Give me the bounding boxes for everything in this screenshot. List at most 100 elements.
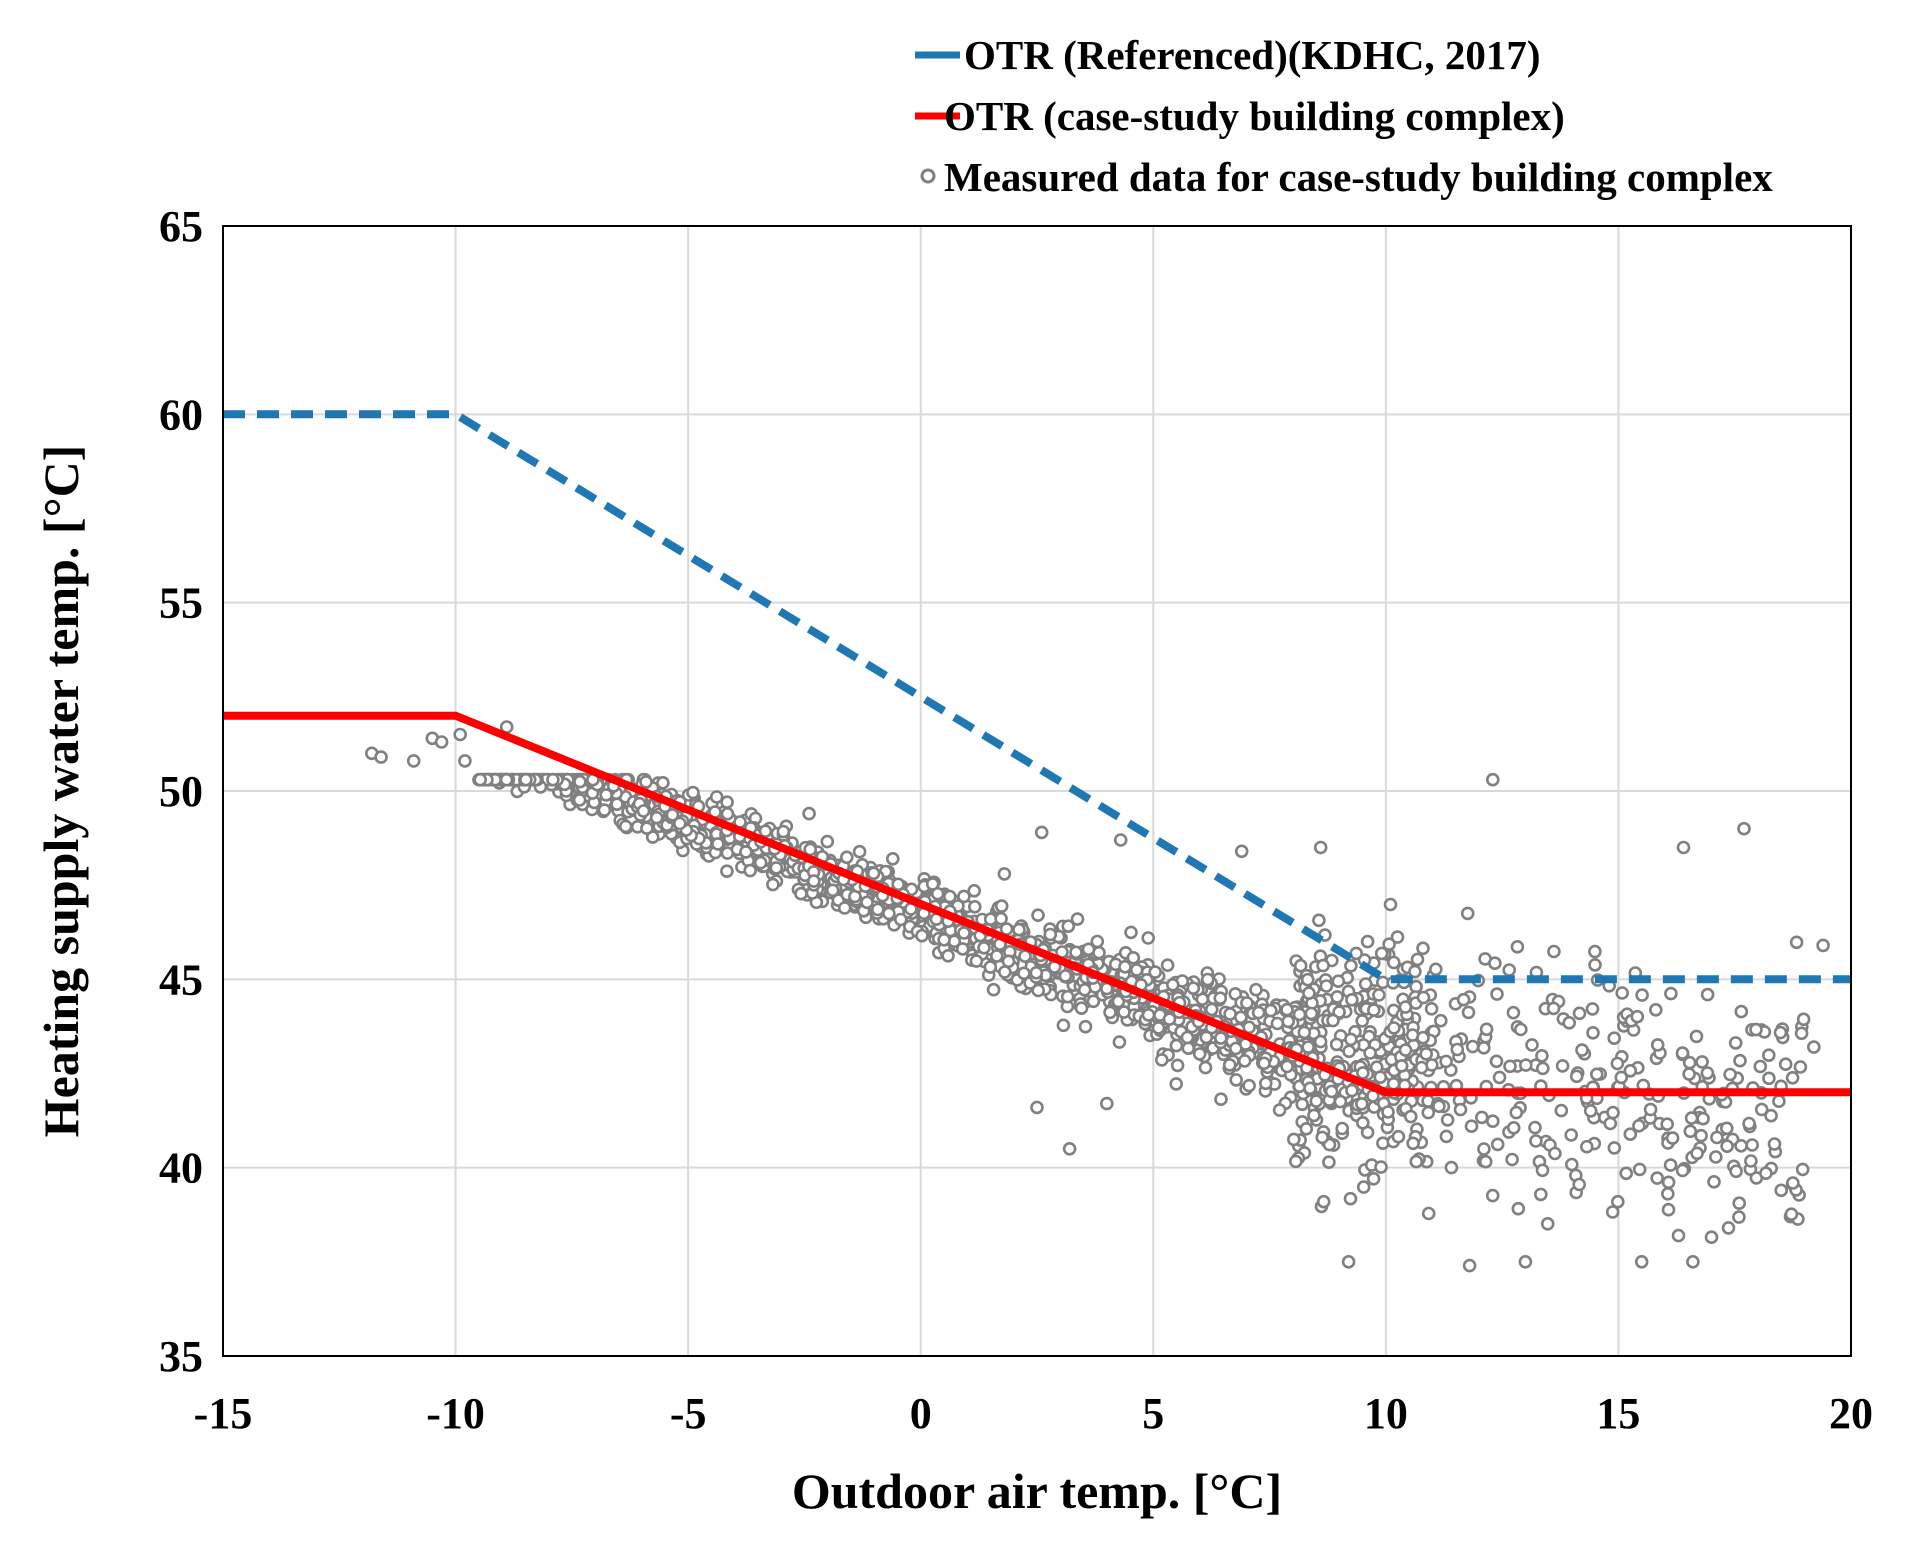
measured-point xyxy=(1440,1113,1455,1127)
x-tick-label: 10 xyxy=(1364,1389,1408,1438)
measured-point xyxy=(893,912,908,927)
measured-point xyxy=(1450,1042,1465,1057)
measured-point xyxy=(882,906,896,921)
measured-point xyxy=(1754,1102,1769,1117)
measured-point xyxy=(1632,1119,1646,1133)
measured-point xyxy=(1661,1202,1676,1217)
measured-point xyxy=(1503,1059,1517,1074)
measured-point xyxy=(1505,1152,1519,1167)
measured-point xyxy=(1382,937,1396,952)
measured-point xyxy=(1477,1142,1491,1156)
measured-point xyxy=(1141,1008,1156,1022)
measured-point xyxy=(1030,1100,1044,1115)
measured-point xyxy=(1614,1070,1629,1085)
measured-point xyxy=(885,851,900,866)
measured-point xyxy=(434,735,449,749)
measured-point xyxy=(1416,990,1431,1005)
measured-point xyxy=(870,902,885,917)
measured-point xyxy=(1744,1154,1758,1168)
measured-point xyxy=(1506,1121,1521,1135)
measured-point xyxy=(1372,988,1386,1002)
measured-point xyxy=(1690,1146,1704,1161)
measured-point xyxy=(1784,1207,1799,1221)
measured-point xyxy=(1281,1014,1295,1029)
measured-point xyxy=(942,889,957,904)
measured-point xyxy=(1229,1041,1243,1056)
measured-point xyxy=(1588,944,1602,959)
measured-point xyxy=(1381,1105,1395,1119)
measured-point xyxy=(937,932,951,947)
measured-point xyxy=(1112,1035,1127,1049)
measured-point xyxy=(1293,958,1308,973)
measured-point xyxy=(1322,1155,1336,1169)
measured-point xyxy=(1664,986,1678,1001)
measured-point xyxy=(1742,1116,1756,1131)
measured-point xyxy=(1676,840,1691,855)
measured-point xyxy=(1060,989,1075,1004)
measured-point xyxy=(1700,1066,1715,1080)
measured-point xyxy=(406,754,421,768)
measured-point xyxy=(957,889,971,904)
measured-point xyxy=(1344,1032,1358,1047)
x-tick-label: -10 xyxy=(426,1389,485,1438)
measured-point xyxy=(597,803,612,817)
measured-point xyxy=(1313,840,1328,855)
measured-point xyxy=(1623,1064,1638,1078)
measured-point xyxy=(1391,1129,1406,1144)
measured-point xyxy=(977,940,991,955)
measured-point xyxy=(1615,986,1629,1000)
measured-point xyxy=(1416,1030,1430,1045)
measured-point xyxy=(374,750,388,764)
measured-point xyxy=(1585,1002,1600,1016)
measured-point xyxy=(1204,1002,1219,1017)
measured-point xyxy=(1439,1129,1454,1144)
measured-point xyxy=(1349,946,1363,961)
otr-case-study-line xyxy=(223,711,1851,1097)
measured-point xyxy=(1689,1029,1704,1044)
measured-point xyxy=(1733,1053,1747,1068)
measured-point xyxy=(1795,1162,1810,1177)
measured-point xyxy=(1586,1026,1600,1040)
measured-point xyxy=(1502,963,1516,977)
measured-point xyxy=(766,877,780,892)
x-tick-label: 0 xyxy=(910,1389,932,1438)
measured-point xyxy=(1074,1001,1089,1016)
measured-point xyxy=(1151,1021,1166,1035)
measured-point xyxy=(1786,1176,1800,1190)
measured-point xyxy=(1404,1109,1418,1124)
measured-point xyxy=(1700,987,1715,1002)
measured-point xyxy=(1807,1040,1821,1054)
measured-point xyxy=(1409,1154,1424,1169)
measured-point xyxy=(458,754,472,768)
measured-point xyxy=(986,982,1001,997)
measured-point xyxy=(1103,1005,1117,1020)
measured-point xyxy=(1490,987,1504,1001)
measured-point xyxy=(994,911,1008,926)
measured-point xyxy=(1635,988,1649,1002)
plot-frame xyxy=(222,225,1852,1357)
measured-point xyxy=(686,785,700,800)
measured-point xyxy=(1720,1139,1734,1153)
measured-point xyxy=(820,834,835,849)
measured-point xyxy=(1663,1158,1678,1172)
measured-point xyxy=(852,844,867,859)
measured-point xyxy=(1488,956,1502,971)
measured-point xyxy=(1583,1104,1598,1118)
measured-point xyxy=(1456,992,1471,1007)
measured-point xyxy=(1490,1137,1505,1152)
measured-point xyxy=(1509,1105,1524,1120)
measured-point xyxy=(1356,1180,1371,1194)
measured-point xyxy=(672,816,687,831)
measured-point xyxy=(1518,1255,1533,1269)
measured-point xyxy=(1661,1175,1676,1190)
measured-point xyxy=(1092,945,1106,960)
measured-point xyxy=(837,901,852,915)
measured-point xyxy=(665,808,680,822)
measured-point xyxy=(1387,1021,1401,1035)
measured-point xyxy=(1264,1003,1278,1018)
measured-point xyxy=(1686,1255,1700,1269)
measured-point xyxy=(1489,1054,1504,1069)
measured-point xyxy=(1058,969,1073,983)
measured-point xyxy=(610,797,624,812)
measured-point xyxy=(656,775,670,790)
